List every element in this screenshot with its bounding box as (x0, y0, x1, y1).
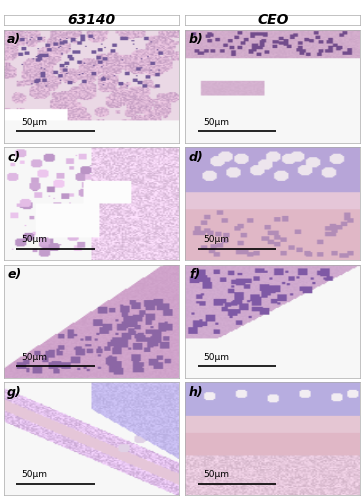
Text: 50μm: 50μm (21, 118, 47, 127)
Text: d): d) (189, 150, 204, 164)
Text: e): e) (7, 268, 21, 281)
Text: 50μm: 50μm (203, 352, 229, 362)
Text: 63140: 63140 (67, 13, 115, 27)
Text: 50μm: 50μm (203, 118, 229, 127)
Text: h): h) (189, 386, 203, 398)
Text: 50μm: 50μm (203, 470, 229, 479)
Text: a): a) (7, 33, 21, 46)
Text: c): c) (7, 150, 20, 164)
Text: g): g) (7, 386, 22, 398)
Text: 50μm: 50μm (21, 470, 47, 479)
Text: f): f) (189, 268, 200, 281)
Text: 50μm: 50μm (21, 236, 47, 244)
Text: 50μm: 50μm (21, 352, 47, 362)
Text: b): b) (189, 33, 204, 46)
Text: 50μm: 50μm (203, 236, 229, 244)
Text: CEO: CEO (257, 13, 289, 27)
